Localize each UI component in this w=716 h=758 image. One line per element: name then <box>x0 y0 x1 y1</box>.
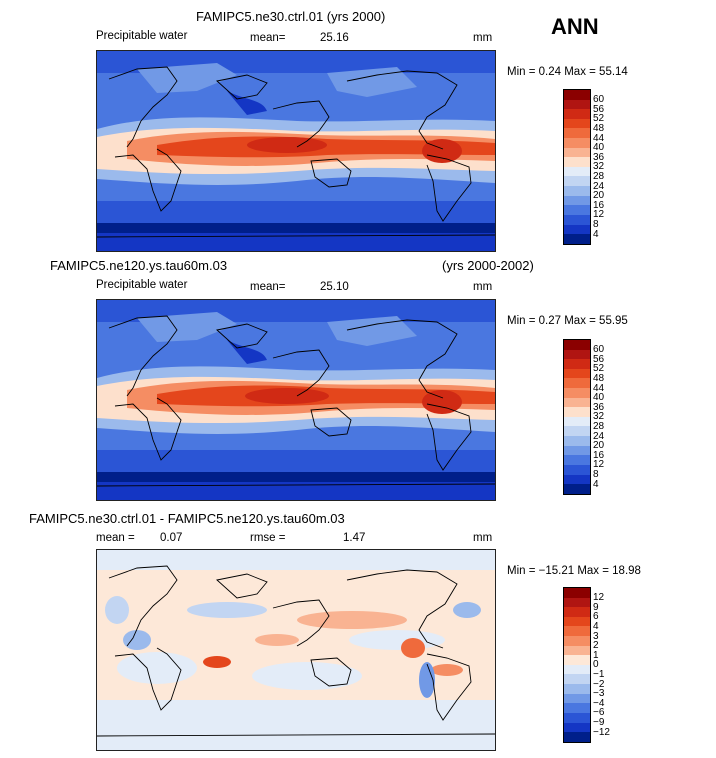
panel-1-mean-value: 25.16 <box>320 32 349 44</box>
colorbar-tick: 28 <box>593 421 605 432</box>
colorbar-tick: 20 <box>593 440 605 452</box>
colorbar-tick: 44 <box>593 382 605 394</box>
panel-1-colorbar <box>563 89 591 245</box>
colorbar-tick: −4 <box>593 697 605 709</box>
panel-2-years: (yrs 2000-2002) <box>442 258 534 273</box>
panel-2-title: FAMIPC5.ne120.ys.tau60m.03 <box>50 258 228 273</box>
panel-1-field <box>97 51 495 251</box>
colorbar-tick: 48 <box>593 372 605 384</box>
panel-3-rmse-value: 1.47 <box>343 532 366 544</box>
colorbar-tick: 12 <box>593 209 605 221</box>
colorbar-tick: 1 <box>593 649 599 661</box>
colorbar-tick: 8 <box>593 219 599 231</box>
colorbar-tick: 56 <box>593 103 605 115</box>
colorbar-tick: 9 <box>593 601 599 613</box>
panel-2-minmax: Min = 0.27 Max = 55.95 <box>507 315 628 327</box>
panel-3-map <box>96 549 496 751</box>
panel-3-mean-value: 0.07 <box>160 532 183 544</box>
panel-3-units: mm <box>473 532 493 544</box>
colorbar-tick: 48 <box>593 122 605 134</box>
panel-3-title: FAMIPC5.ne30.ctrl.01 - FAMIPC5.ne120.ys.… <box>29 511 345 526</box>
colorbar-tick: 4 <box>593 620 599 632</box>
colorbar-tick: 12 <box>593 592 605 603</box>
panel-2-colorbar <box>563 339 591 495</box>
colorbar-tick: 40 <box>593 392 605 404</box>
colorbar-tick: −1 <box>593 669 605 680</box>
colorbar-tick: 52 <box>593 113 605 125</box>
colorbar-tick: 24 <box>593 430 605 442</box>
panel-1-minmax: Min = 0.24 Max = 55.14 <box>507 66 628 78</box>
colorbar-tick: 3 <box>593 630 599 642</box>
colorbar-tick: 6 <box>593 611 599 623</box>
panel-3-mean-label: mean = <box>96 532 135 544</box>
colorbar-tick: −12 <box>593 726 610 738</box>
colorbar-tick: 32 <box>593 411 605 423</box>
colorbar-tick: 32 <box>593 161 605 173</box>
colorbar-tick: 44 <box>593 132 605 144</box>
panel-1-units: mm <box>473 32 493 44</box>
colorbar-tick: −6 <box>593 707 605 719</box>
colorbar-tick: −9 <box>593 717 605 729</box>
colorbar-tick: 36 <box>593 401 605 413</box>
panel-2-mean-label: mean= <box>250 281 286 293</box>
panel-1-title: FAMIPC5.ne30.ctrl.01 (yrs 2000) <box>196 9 386 24</box>
colorbar-tick: −2 <box>593 678 605 690</box>
colorbar-tick: 60 <box>593 344 605 355</box>
colorbar-tick: 8 <box>593 469 599 481</box>
panel-2-map <box>96 299 496 501</box>
colorbar-tick: −3 <box>593 688 605 700</box>
colorbar-tick: 16 <box>593 199 605 211</box>
panel-3-minmax: Min = −15.21 Max = 18.98 <box>507 565 641 577</box>
panel-3-rmse-label: rmse = <box>250 532 286 544</box>
colorbar-tick: 40 <box>593 142 605 154</box>
panel-2-variable: Precipitable water <box>96 279 188 291</box>
colorbar-tick: 0 <box>593 659 599 671</box>
colorbar-tick: 24 <box>593 180 605 192</box>
colorbar-tick: 4 <box>593 228 599 240</box>
colorbar-tick: 60 <box>593 94 605 105</box>
panel-2-units: mm <box>473 281 493 293</box>
panel-2-field <box>97 300 495 500</box>
colorbar-tick: 2 <box>593 640 599 652</box>
panel-1-variable: Precipitable water <box>96 30 188 42</box>
colorbar-tick: 28 <box>593 171 605 182</box>
season-label: ANN <box>551 14 599 39</box>
panel-2-mean-value: 25.10 <box>320 281 349 293</box>
colorbar-tick: 36 <box>593 151 605 163</box>
colorbar-tick: 16 <box>593 449 605 461</box>
panel-3-field <box>97 550 495 750</box>
panel-1-map <box>96 50 496 252</box>
colorbar-tick: 12 <box>593 459 605 471</box>
panel-1-mean-label: mean= <box>250 32 286 44</box>
colorbar-tick: 20 <box>593 190 605 202</box>
panel-3-colorbar <box>563 587 591 743</box>
colorbar-tick: 52 <box>593 363 605 375</box>
colorbar-tick: 4 <box>593 478 599 490</box>
colorbar-tick: 56 <box>593 353 605 365</box>
